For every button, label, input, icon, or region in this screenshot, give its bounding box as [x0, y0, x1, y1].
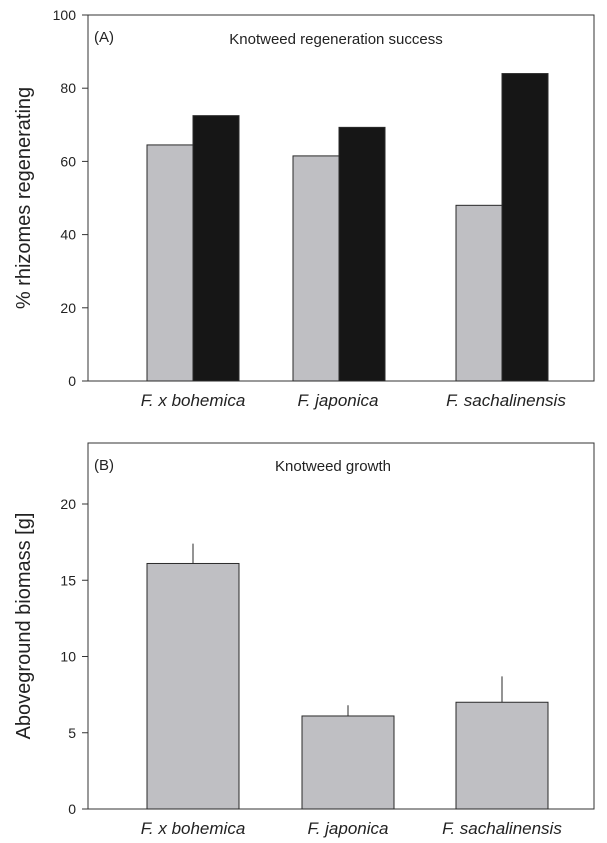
panel-b-category-japonica: F. japonica [308, 819, 389, 838]
panel-a-y-tick-label: 0 [68, 373, 76, 389]
panel-b-y-tick-label: 15 [60, 572, 76, 588]
panel-a-bar [455, 204, 503, 382]
panel-a-y-ticks: 0 20 40 60 80 100 [53, 7, 88, 389]
panel-a-category-sachalinensis: F. sachalinensis [446, 391, 566, 410]
panel-b-bar [301, 715, 395, 810]
panel-a-title: Knotweed regeneration success [229, 31, 442, 48]
panel-b-category-bohemica: F. x bohemica [141, 819, 246, 838]
panel-a-y-tick-label: 60 [60, 153, 76, 169]
panel-a-y-tick-label: 100 [53, 7, 77, 23]
panel-a-bar [146, 144, 194, 382]
panel-a-category-japonica: F. japonica [298, 391, 379, 410]
panel-a-y-tick-label: 40 [60, 227, 76, 243]
panel-a-category-labels: F. x bohemica F. japonica F. sachalinens… [141, 391, 567, 410]
panel-b-bar [146, 562, 240, 810]
panel-a-y-tick-label: 80 [60, 80, 76, 96]
panel-a-label: (A) [94, 29, 114, 46]
panel-b-y-tick-label: 20 [60, 496, 76, 512]
panel-b-bars [146, 543, 549, 810]
panel-a-bar [192, 115, 240, 382]
panel-b-y-tick-label: 0 [68, 801, 76, 817]
panel-a-y-axis-title: % rhizomes regenerating [13, 87, 35, 309]
panel-b-bar [455, 701, 549, 810]
panel-b-category-labels: F. x bohemica F. japonica F. sachalinens… [141, 819, 563, 838]
panel-b-y-axis-title: Aboveground biomass [g] [13, 513, 35, 740]
panel-a-bars [146, 73, 549, 382]
panel-a-bar [501, 73, 549, 382]
panel-b-y-tick-label: 10 [60, 649, 76, 665]
panel-b-growth-chart: (B) Knotweed growth Aboveground biomass … [13, 442, 595, 838]
panel-a-bar [292, 155, 340, 382]
panel-b-y-tick-label: 5 [68, 725, 76, 741]
panel-b-category-sachalinensis: F. sachalinensis [442, 819, 562, 838]
panel-b-label: (B) [94, 457, 114, 474]
panel-b-y-ticks: 0 5 10 15 20 [60, 496, 88, 817]
panel-a-bar [338, 126, 386, 382]
panel-a-category-bohemica: F. x bohemica [141, 391, 246, 410]
panel-a-y-tick-label: 20 [60, 300, 76, 316]
panel-b-title: Knotweed growth [275, 458, 391, 475]
panel-a-regeneration-chart: (A) Knotweed regeneration success % rhiz… [13, 7, 595, 410]
